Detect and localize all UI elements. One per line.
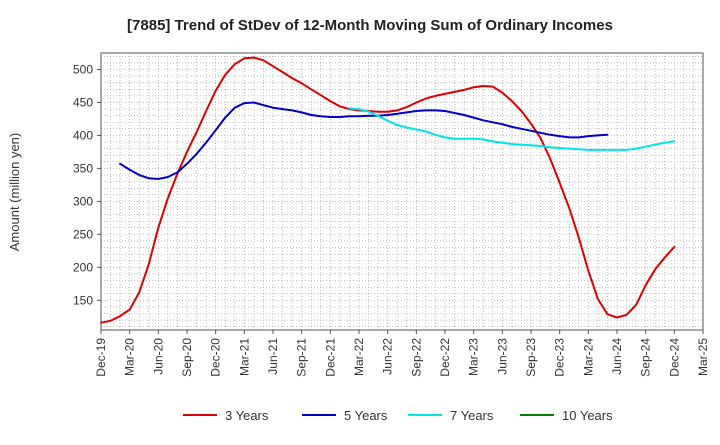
x-tick-label: Mar-21 — [237, 338, 251, 376]
series-line-3-years — [100, 56, 676, 324]
legend-label: 7 Years — [450, 408, 494, 423]
series-line-7-years — [348, 107, 676, 151]
x-tick-label: Mar-20 — [123, 338, 137, 376]
x-tick-label: Jun-23 — [495, 338, 509, 375]
x-tick-label: Sep-23 — [524, 338, 538, 377]
legend-label: 3 Years — [225, 408, 269, 423]
y-tick-label: 350 — [73, 161, 93, 175]
x-tick-label: Jun-22 — [381, 338, 395, 375]
y-tick-label: 150 — [73, 293, 93, 307]
y-axis-label: Amount (million yen) — [7, 133, 22, 252]
x-tick-label: Dec-21 — [323, 338, 337, 377]
y-tick-label: 500 — [73, 62, 93, 76]
x-tick-label: Jun-20 — [151, 338, 165, 375]
x-axis: Dec-19 Mar-20 Jun-20 Sep-20 Dec-20 Mar-21 Jun-… — [94, 330, 710, 377]
series-layer — [100, 56, 676, 324]
x-tick-label: Dec-24 — [667, 338, 681, 377]
x-tick-label: Dec-22 — [438, 338, 452, 377]
x-tick-label: Mar-23 — [467, 338, 481, 376]
y-axis: 150 200 250 300 350 400 450 500 — [73, 62, 101, 307]
x-tick-label: Mar-22 — [352, 338, 366, 376]
legend: 3 Years 5 Years 7 Years 10 Years — [183, 408, 613, 423]
x-tick-label: Sep-24 — [639, 338, 653, 377]
plot-area — [100, 52, 704, 331]
x-tick-label: Dec-23 — [553, 338, 567, 377]
x-tick-label: Jun-21 — [266, 338, 280, 375]
y-tick-label: 200 — [73, 260, 93, 274]
series-line-5-years — [119, 101, 609, 180]
legend-label: 10 Years — [562, 408, 613, 423]
grid — [100, 53, 704, 330]
x-tick-label: Mar-25 — [696, 338, 710, 376]
y-tick-label: 250 — [73, 227, 93, 241]
y-tick-label: 450 — [73, 95, 93, 109]
x-tick-label: Mar-24 — [581, 338, 595, 376]
x-tick-label: Dec-19 — [94, 338, 108, 377]
x-tick-label: Sep-21 — [295, 338, 309, 377]
x-tick-label: Sep-20 — [180, 338, 194, 377]
x-tick-label: Sep-22 — [409, 338, 423, 377]
y-tick-label: 300 — [73, 194, 93, 208]
y-tick-label: 400 — [73, 128, 93, 142]
x-tick-label: Dec-20 — [209, 338, 223, 377]
legend-label: 5 Years — [344, 408, 388, 423]
chart-title: [7885] Trend of StDev of 12-Month Moving… — [127, 17, 613, 34]
x-tick-label: Jun-24 — [610, 338, 624, 375]
